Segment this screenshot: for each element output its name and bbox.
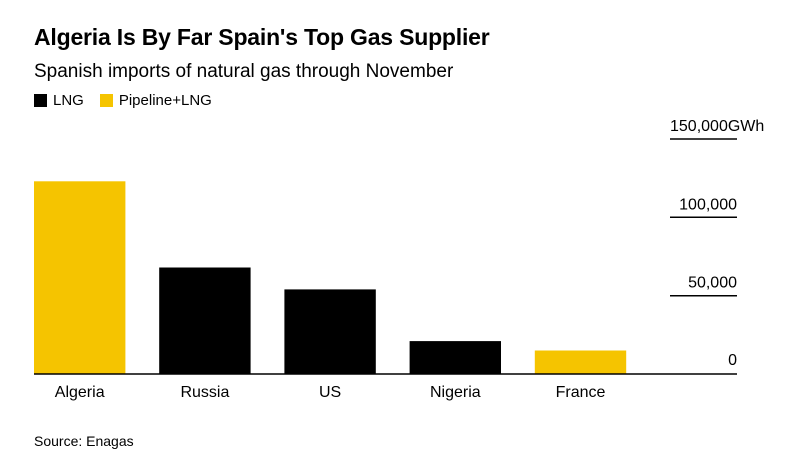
bars-group <box>34 181 627 374</box>
source-note: Source: Enagas <box>34 433 134 449</box>
bar-algeria <box>34 181 126 374</box>
y-axis: 0 50,000 100,000 150,000GWh <box>670 118 764 369</box>
legend: LNG Pipeline+LNG <box>34 92 228 109</box>
legend-swatch-pipeline-lng <box>99 94 113 107</box>
x-tick-label-algeria: Algeria <box>55 384 105 401</box>
y-tick-label: 150,000GWh <box>670 118 764 135</box>
x-tick-label-us: US <box>319 384 341 401</box>
chart-title: Algeria Is By Far Spain's Top Gas Suppli… <box>34 24 490 50</box>
chart-subtitle: Spanish imports of natural gas through N… <box>34 61 454 82</box>
x-tick-label-russia: Russia <box>180 384 229 401</box>
bar-france <box>534 350 627 374</box>
y-tick-label: 50,000 <box>688 275 737 292</box>
x-tick-label-france: France <box>556 384 606 401</box>
x-tick-label-nigeria: Nigeria <box>430 384 481 401</box>
y-axis-unit: GWh <box>728 118 764 135</box>
bar-russia <box>159 267 251 374</box>
legend-item-pipeline-lng: Pipeline+LNG <box>99 92 212 109</box>
y-tick-label: 0 <box>728 352 737 369</box>
legend-label-pipeline-lng: Pipeline+LNG <box>118 92 212 109</box>
bar-us <box>284 289 376 374</box>
legend-swatch-lng <box>34 94 47 107</box>
legend-label-lng: LNG <box>53 92 84 109</box>
bar-nigeria <box>409 341 501 374</box>
legend-item-lng: LNG <box>34 92 84 109</box>
y-tick-label: 100,000 <box>679 196 737 213</box>
x-axis-labels: Algeria Russia US Nigeria France <box>55 384 606 401</box>
